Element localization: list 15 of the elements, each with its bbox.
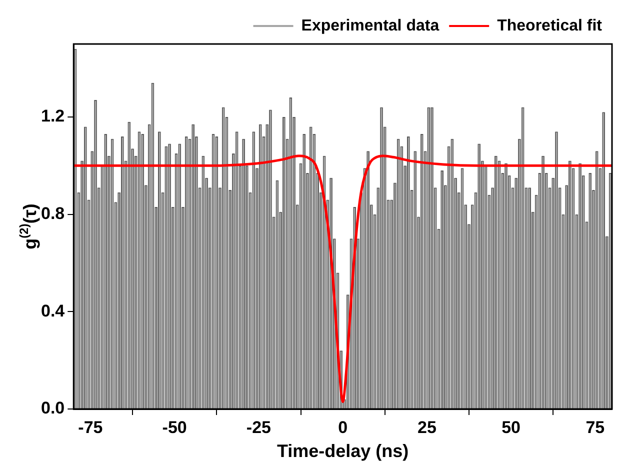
y-tick-label: 0.4 (40, 301, 66, 320)
x-tick-label: 50 (502, 418, 521, 437)
y-axis-title: g(2)(τ) (17, 204, 40, 250)
x-tick-label: 25 (417, 418, 436, 437)
x-axis-title: Time-delay (ns) (276, 441, 409, 462)
x-tick-label: 75 (586, 418, 605, 437)
x-tick-label: -25 (246, 418, 271, 437)
x-tick-label: 0 (338, 418, 348, 437)
x-tick-label: -50 (162, 418, 187, 437)
x-tick-label: -75 (78, 418, 103, 437)
legend-label: Theoretical fit (497, 17, 603, 34)
legend-label: Experimental data (301, 17, 440, 34)
y-tick-label: 1.2 (40, 106, 65, 126)
y-tick-label: 0.8 (40, 204, 65, 224)
y-tick-label: 0.0 (40, 398, 65, 418)
